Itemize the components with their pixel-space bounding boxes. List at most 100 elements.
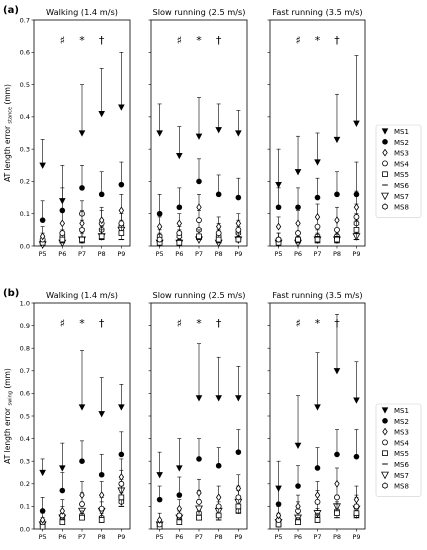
data-point-ms3	[275, 222, 282, 231]
significance-marker: †	[334, 34, 340, 47]
data-point-ms3	[215, 222, 222, 231]
legend-label: MS3	[394, 150, 409, 158]
data-point-ms2	[196, 178, 202, 185]
x-tick-label: P8	[98, 533, 106, 541]
data-point-ms1	[353, 397, 360, 404]
data-point-ms2	[59, 207, 66, 214]
data-point-ms2	[334, 191, 340, 198]
data-point-ms2	[235, 449, 242, 455]
data-point-ms2	[156, 210, 163, 217]
data-point-ms1	[156, 130, 163, 137]
y-tick-label: 0.8	[20, 345, 30, 353]
data-point-ms3	[295, 502, 301, 511]
y-tick-label: 0.3	[20, 458, 30, 466]
data-point-ms5	[215, 512, 222, 519]
data-point-ms5	[314, 517, 321, 523]
panel-b: (b) AT length error swing (mm) Walking (1.…	[3, 288, 422, 541]
data-point-ms2	[79, 185, 85, 191]
data-point-ms4	[334, 226, 340, 233]
data-point-ms5	[196, 514, 202, 521]
data-point-ms1	[59, 198, 66, 205]
data-point-ms1	[215, 395, 222, 402]
data-point-ms1	[195, 133, 203, 140]
data-point-ms4	[176, 512, 183, 519]
data-point-ms4	[275, 236, 282, 243]
data-point-ms5	[353, 227, 360, 233]
data-point-ms3	[176, 219, 183, 228]
y-tick-label: 0.2	[20, 480, 30, 488]
data-point-ms1	[176, 465, 183, 472]
data-point-ms3	[98, 491, 105, 500]
data-point-ms1	[235, 395, 242, 402]
legend-marker-ms7	[381, 471, 389, 480]
x-tick-label: P7	[78, 250, 86, 258]
data-point-ms2	[215, 191, 222, 198]
x-tick-label: P5	[275, 533, 283, 541]
data-point-ms5	[334, 236, 340, 243]
data-point-ms3	[79, 491, 85, 500]
data-point-ms1	[118, 404, 125, 411]
x-tick-label: P7	[313, 250, 321, 258]
subplot: Slow running (2.5 m/s) P5 P6 P7 P8 P9 ♯ * †	[148, 7, 248, 258]
y-tick-label: 0.7	[20, 16, 30, 24]
data-point-ms5	[98, 517, 105, 523]
x-tick-label: P9	[117, 533, 125, 541]
subplot: Walking (1.4 m/s) 0.0 0.1 0.2 0.3 0.4 0.5 0.6 0.…	[20, 290, 131, 541]
x-tick-label: P9	[234, 250, 242, 258]
data-point-ms3	[118, 473, 125, 481]
subplot-title: Walking (1.4 m/s)	[46, 7, 118, 17]
data-point-ms2	[176, 204, 183, 211]
data-point-ms3	[235, 219, 242, 228]
data-point-ms5	[118, 230, 125, 236]
data-point-ms5	[176, 239, 183, 246]
data-point-ms4	[235, 226, 242, 233]
y-tick-label: 1.0	[20, 299, 30, 307]
legend-label: MS5	[394, 171, 409, 179]
data-point-ms3	[39, 516, 46, 524]
legend: MS1 MS2 MS3 MS4 MS5 MS6 MS7 MS8	[375, 124, 422, 218]
data-point-ms4	[353, 503, 360, 510]
data-point-ms2	[79, 458, 85, 465]
data-point-ms5	[334, 510, 340, 516]
data-point-ms2	[353, 453, 360, 460]
data-point-ms4	[314, 498, 321, 505]
legend-marker-ms8	[382, 203, 388, 210]
x-tick-label: P9	[234, 533, 242, 541]
x-tick-label: P7	[313, 533, 321, 541]
data-point-ms1	[59, 465, 66, 472]
x-tick-label: P5	[156, 533, 164, 541]
y-tick-label: 0.5	[20, 81, 30, 89]
data-point-ms3	[176, 504, 183, 513]
data-point-ms2	[59, 487, 66, 494]
data-point-ms3	[235, 484, 242, 493]
x-tick-label: P6	[294, 250, 302, 258]
legend-marker-ms2	[382, 139, 388, 145]
data-point-ms5	[235, 236, 242, 243]
x-tick-label: P5	[39, 250, 47, 258]
data-point-ms3	[314, 491, 321, 500]
x-tick-label: P8	[333, 533, 341, 541]
data-point-ms4	[118, 480, 125, 487]
significance-marker: †	[216, 317, 222, 330]
x-tick-label: P6	[58, 250, 66, 258]
x-tick-label: P6	[58, 533, 66, 541]
legend-label: MS1	[394, 128, 409, 136]
legend-label: MS4	[394, 160, 409, 168]
legend-marker-ms7	[381, 192, 389, 201]
data-point-ms3	[353, 495, 360, 504]
data-point-ms2	[98, 191, 105, 198]
x-tick-label: P5	[156, 250, 164, 258]
data-point-ms3	[118, 206, 125, 215]
legend-marker-ms4	[382, 160, 388, 167]
legend-label: MS6	[394, 182, 409, 190]
data-point-ms4	[353, 214, 360, 220]
data-point-ms5	[79, 236, 85, 243]
data-point-ms1	[98, 411, 105, 418]
y-tick-label: 0.1	[20, 503, 30, 511]
data-point-ms3	[334, 479, 340, 488]
data-point-ms1	[353, 120, 360, 127]
legend-marker-ms3	[382, 427, 388, 436]
significance-marker: *	[315, 34, 321, 47]
subplot: Walking (1.4 m/s) 0.0 0.1 0.2 0.3 0.4 0.5 0.6 0.…	[20, 7, 131, 258]
data-point-ms2	[235, 194, 242, 201]
